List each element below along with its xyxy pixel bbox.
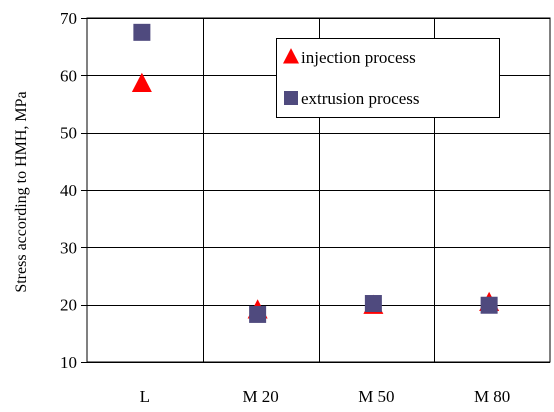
y-tick-label: 40: [60, 181, 77, 200]
legend-label: extrusion process: [301, 89, 420, 108]
y-tick-labels: 10 20 30 40 50 60 70: [60, 9, 77, 372]
y-tick-label: 50: [60, 124, 77, 143]
square-marker: [249, 305, 267, 323]
x-tick-labels: L M 20 M 50 M 80: [140, 387, 511, 406]
x-tick-label: M 20: [242, 387, 278, 406]
y-tick-label: 20: [60, 296, 77, 315]
x-tick-label: M 50: [358, 387, 394, 406]
y-axis-label: Stress according to HMH, MPa: [13, 91, 30, 292]
legend-box: [276, 38, 500, 118]
square-marker: [480, 296, 498, 314]
y-tick-label: 60: [60, 66, 77, 85]
legend-label: injection process: [301, 48, 416, 67]
data-markers: [131, 23, 500, 323]
square-marker: [364, 295, 382, 313]
triangle-marker: [131, 72, 152, 93]
x-tick-label: L: [140, 387, 150, 406]
y-tick-label: 30: [60, 238, 77, 257]
square-marker: [133, 23, 151, 41]
x-tick-label: M 80: [474, 387, 510, 406]
y-tick-label: 70: [60, 9, 77, 28]
legend: injection process extrusion process: [276, 38, 500, 118]
legend-triangle-icon: [283, 48, 299, 64]
legend-square-icon: [284, 91, 298, 105]
y-tick-label: 10: [60, 353, 77, 372]
